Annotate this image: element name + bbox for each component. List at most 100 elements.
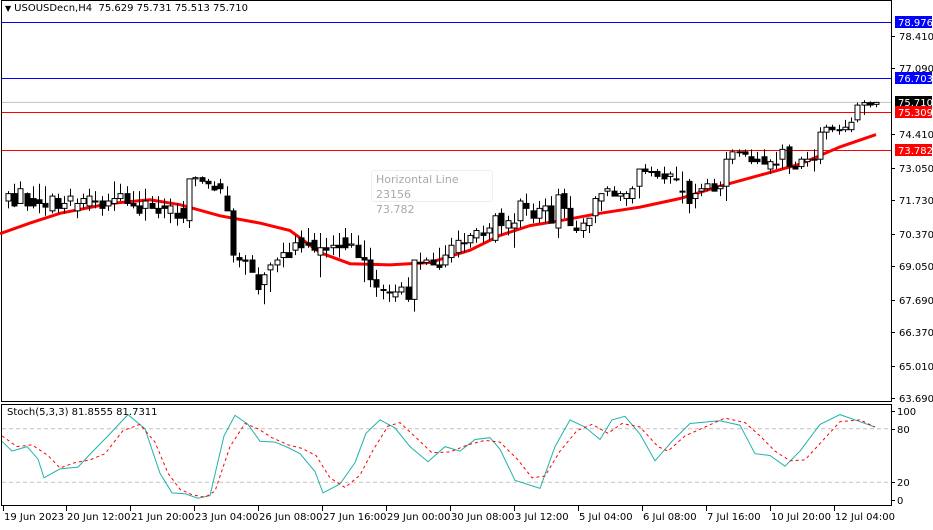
candle-body	[473, 230, 480, 239]
candle-body	[217, 183, 224, 190]
candle-body	[611, 190, 618, 197]
candle-body	[530, 210, 537, 219]
chart-header: ▼ USOUSDecn,H4 75.629 75.731 75.513 75.71…	[5, 3, 248, 14]
candle-body	[842, 126, 849, 131]
horizontal-lines[interactable]	[2, 22, 891, 151]
candle-body	[798, 158, 805, 168]
price-tick-label: 73.050	[899, 164, 933, 175]
stoch-panel-frame	[1, 404, 892, 506]
candle-body	[92, 200, 99, 203]
candle-body	[623, 193, 630, 200]
candle-body	[292, 242, 299, 251]
dropdown-triangle-icon[interactable]: ▼	[5, 4, 12, 13]
candle-body	[455, 239, 462, 254]
candle-body	[717, 185, 724, 190]
candle-body	[436, 264, 443, 268]
candle-body	[286, 252, 293, 259]
candle-body	[492, 215, 499, 241]
candle-body	[242, 259, 249, 262]
candle-body	[873, 101, 880, 105]
candle-body	[829, 126, 836, 131]
candle-body	[55, 198, 62, 209]
candle-body	[548, 205, 555, 224]
candle-body	[817, 131, 824, 160]
price-label-box	[895, 106, 932, 118]
price-label-box	[895, 16, 932, 28]
candle-body	[823, 126, 830, 133]
candle-body	[754, 158, 761, 163]
price-label-box	[895, 144, 932, 156]
price-label-box	[895, 96, 932, 108]
candle-body	[230, 210, 237, 256]
price-label-text: 75.309	[898, 108, 933, 119]
price-axis[interactable]: 78.410 77.090 74.410 73.050 71.730 70.370 69.0…	[891, 32, 933, 405]
time-axis[interactable]: 19 Jun 2023 20 Jun 12:00 21 Jun 20:00 23 Ju…	[3, 506, 895, 523]
horizontal-line-tooltip: Horizontal Line 23156 73.782	[371, 170, 493, 216]
symbol-timeframe: USOUSDecn,H4	[14, 3, 93, 14]
candle-body	[598, 193, 605, 202]
candle-body	[811, 158, 818, 161]
price-tick-label: 65.010	[899, 362, 933, 373]
candle-body	[854, 104, 861, 121]
candle-body	[211, 185, 218, 191]
time-tick-label: 21 Jun 20:00	[131, 512, 195, 523]
candle-body	[11, 193, 18, 207]
candle-body	[511, 222, 518, 229]
time-tick-label: 20 Jun 12:00	[67, 512, 131, 523]
time-tick-label: 12 Jul 04:00	[835, 512, 895, 523]
candle-body	[704, 183, 711, 190]
stoch-axis: 100 80 20 0	[891, 407, 916, 507]
candle-body	[24, 193, 31, 207]
candle-body	[323, 247, 330, 251]
candle-body	[311, 239, 318, 251]
candle-body	[423, 259, 430, 263]
candle-body	[617, 193, 624, 197]
candle-body	[80, 198, 87, 204]
candlesticks	[5, 100, 880, 312]
tooltip-name: Horizontal Line 23156	[376, 173, 459, 201]
time-tick-label: 30 Jun 08:00	[451, 512, 515, 523]
time-tick-label: 27 Jun 16:00	[323, 512, 387, 523]
candle-body	[661, 173, 668, 180]
candle-body	[486, 227, 493, 234]
candle-body	[142, 200, 149, 209]
candle-body	[861, 102, 868, 106]
candle-body	[161, 205, 168, 209]
stoch-tick-label: 100	[897, 407, 916, 418]
candle-body	[517, 200, 524, 222]
candle-body	[686, 180, 693, 204]
candle-body	[74, 202, 81, 212]
candle-body	[361, 257, 368, 261]
candle-body	[736, 151, 743, 154]
candle-body	[461, 242, 468, 245]
candle-body	[386, 291, 393, 294]
time-tick-label: 3 Jul 12:00	[515, 512, 569, 523]
stoch-tick-label: 0	[897, 496, 903, 507]
candle-body	[186, 178, 193, 222]
candle-body	[5, 193, 12, 202]
candle-body	[249, 259, 256, 273]
candle-body	[86, 195, 93, 207]
price-label-text: 78.976	[898, 18, 933, 29]
candle-body	[542, 205, 549, 212]
candle-body	[49, 195, 56, 212]
candle-body	[111, 198, 118, 204]
ohlc-values: 75.629 75.731 75.513 75.710	[98, 3, 248, 14]
candle-body	[430, 259, 437, 266]
candle-body	[336, 244, 343, 249]
price-tick-label: 67.690	[899, 296, 933, 307]
candle-body	[36, 199, 43, 204]
candle-body	[267, 264, 274, 271]
stochastic-lines	[1, 413, 891, 499]
candle-body	[654, 170, 661, 177]
candle-body	[405, 286, 412, 300]
price-tick-label: 77.090	[899, 64, 933, 75]
price-tick-label: 69.050	[899, 262, 933, 273]
candle-body	[642, 168, 649, 172]
candle-body	[398, 286, 405, 293]
candle-body	[61, 202, 68, 209]
price-tick-label: 74.410	[899, 130, 933, 141]
